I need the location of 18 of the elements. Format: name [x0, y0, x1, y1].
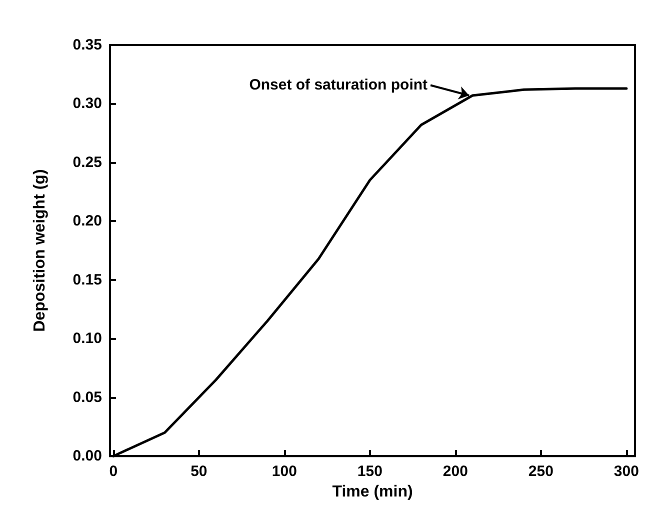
x-tick-label: 150 [357, 463, 382, 480]
x-tick-label: 250 [528, 463, 554, 480]
x-axis-title: Time (min) [332, 484, 413, 500]
y-tick-label: 0.15 [72, 271, 102, 288]
y-tick-label: 0.05 [72, 388, 102, 406]
y-tick-label: 0.30 [72, 95, 102, 112]
y-axis-title: Deposition weight (g) [32, 169, 48, 332]
y-tick-label: 0.35 [72, 36, 102, 54]
annotation: Onset of saturation point [249, 76, 428, 94]
x-tick-label: 100 [272, 463, 297, 480]
x-tick-label: 50 [190, 463, 208, 480]
x-tick-label: 200 [442, 463, 468, 480]
y-tick-label: 0.25 [72, 154, 102, 171]
y-tick-label: 0.20 [72, 212, 102, 230]
y-tick-label: 0.10 [72, 330, 102, 348]
x-tick-label: 300 [614, 463, 639, 480]
y-tick-label: 0.00 [72, 448, 102, 465]
x-tick-label: 0 [109, 463, 118, 480]
